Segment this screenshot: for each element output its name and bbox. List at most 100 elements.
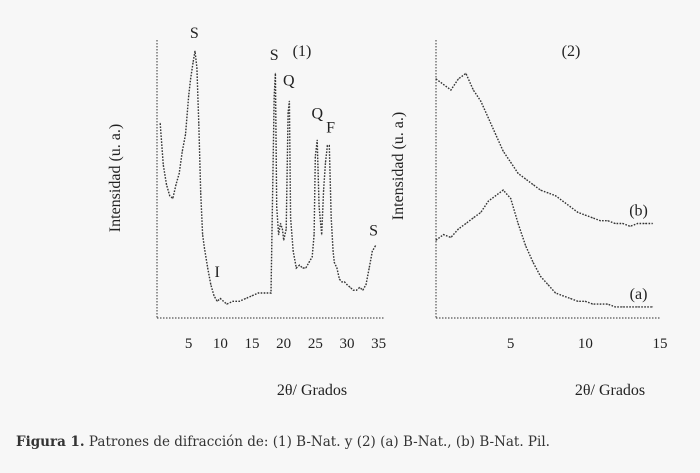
- data-point: [480, 100, 482, 102]
- data-point: [532, 184, 534, 186]
- x-tick-label-1: 25: [308, 336, 323, 352]
- peak-annotation: S: [190, 25, 199, 42]
- data-point: [311, 256, 313, 258]
- data-point: [213, 295, 215, 297]
- data-point: [238, 300, 240, 302]
- data-point: [283, 239, 285, 241]
- data-point: [569, 297, 572, 300]
- data-point: [200, 192, 202, 194]
- series-line-2-2: [435, 189, 653, 308]
- data-point: [622, 306, 624, 308]
- data-point: [302, 267, 304, 269]
- data-point: [188, 95, 190, 97]
- data-point: [196, 67, 198, 69]
- data-point: [614, 306, 616, 308]
- peak-annotation: S: [270, 47, 279, 64]
- data-point: [264, 292, 266, 294]
- data-point: [336, 267, 338, 269]
- data-point: [257, 292, 259, 294]
- data-point: [629, 225, 631, 227]
- data-point: [290, 217, 292, 219]
- data-point: [651, 222, 654, 225]
- y-axis-label-2: Intensidad (u. a.): [390, 112, 407, 220]
- data-point: [442, 234, 445, 236]
- x-tick-label-2: 15: [653, 336, 668, 352]
- data-point: [562, 200, 564, 202]
- data-point: [577, 300, 579, 302]
- data-point: [346, 284, 348, 286]
- data-point: [343, 281, 346, 283]
- data-point: [371, 250, 373, 252]
- data-point: [162, 164, 164, 166]
- data-point: [288, 100, 290, 102]
- data-point: [321, 234, 323, 236]
- data-point: [314, 156, 316, 158]
- data-point: [194, 50, 196, 52]
- data-point: [495, 133, 497, 136]
- data-point: [298, 264, 301, 266]
- data-point: [281, 228, 283, 230]
- data-point: [172, 197, 174, 200]
- data-point: [457, 228, 459, 230]
- data-point: [599, 303, 601, 305]
- x-tick-label-1: 20: [276, 336, 291, 352]
- panel-label-2: (2): [562, 43, 581, 60]
- data-point: [192, 61, 194, 63]
- data-point: [219, 297, 221, 300]
- data-point: [245, 297, 247, 300]
- caption-text: Patrones de difracción de: (1) B-Nat. y …: [84, 434, 550, 450]
- data-point: [332, 250, 334, 252]
- series-label: (a): [630, 286, 648, 303]
- data-point: [324, 161, 327, 163]
- data-point: [341, 281, 343, 283]
- x-tick-label-1: 10: [213, 336, 228, 352]
- data-point: [435, 239, 437, 241]
- data-point: [510, 197, 512, 200]
- data-point: [251, 295, 253, 297]
- caption-bold: Figura 1.: [16, 434, 85, 450]
- data-point: [232, 300, 234, 302]
- data-point: [359, 286, 361, 288]
- data-point: [622, 222, 624, 225]
- data-point: [374, 245, 377, 247]
- data-point: [644, 222, 646, 225]
- data-point: [450, 236, 452, 238]
- panel-label-1: (1): [293, 43, 312, 60]
- data-point: [517, 222, 519, 225]
- data-point: [175, 184, 177, 186]
- data-point: [305, 267, 307, 269]
- data-point: [316, 139, 318, 141]
- x-tick-label-1: 35: [371, 336, 386, 352]
- data-point: [532, 261, 534, 263]
- data-point: [362, 289, 364, 291]
- data-point: [274, 72, 276, 74]
- data-point: [607, 303, 609, 305]
- x-tick-label-1: 30: [340, 336, 355, 352]
- diffraction-charts: 5 10 15 20 25 30 35 Intensidad (u. a.) 2θ/ Grado…: [107, 25, 668, 399]
- data-point: [510, 161, 512, 163]
- data-point: [368, 267, 370, 269]
- figure-caption: Figura 1. Patrones de difracción de: (1)…: [16, 434, 696, 450]
- data-point: [442, 83, 445, 86]
- data-point: [651, 306, 654, 308]
- data-point: [285, 228, 287, 230]
- data-point: [584, 300, 586, 302]
- data-point: [547, 192, 549, 194]
- x-tick-label-1: 15: [245, 336, 260, 352]
- figure: 5 10 15 20 25 30 35 Intensidad (u. a.) 2θ/ Grado…: [107, 25, 668, 399]
- x-axis-label-2: 2θ/ Grados: [575, 382, 645, 399]
- data-point: [338, 278, 340, 280]
- x-tick-label-2: 10: [578, 336, 593, 352]
- data-point: [308, 261, 310, 263]
- data-point: [465, 222, 467, 225]
- x-tick-label-1: 5: [185, 336, 193, 352]
- data-point: [629, 306, 631, 308]
- series-line-1-1: [159, 50, 377, 305]
- data-point: [276, 206, 278, 208]
- data-point: [472, 217, 474, 219]
- series-label: (b): [629, 202, 648, 219]
- data-point: [637, 222, 639, 225]
- data-point: [539, 275, 542, 277]
- data-point: [517, 172, 519, 174]
- data-point: [318, 206, 320, 208]
